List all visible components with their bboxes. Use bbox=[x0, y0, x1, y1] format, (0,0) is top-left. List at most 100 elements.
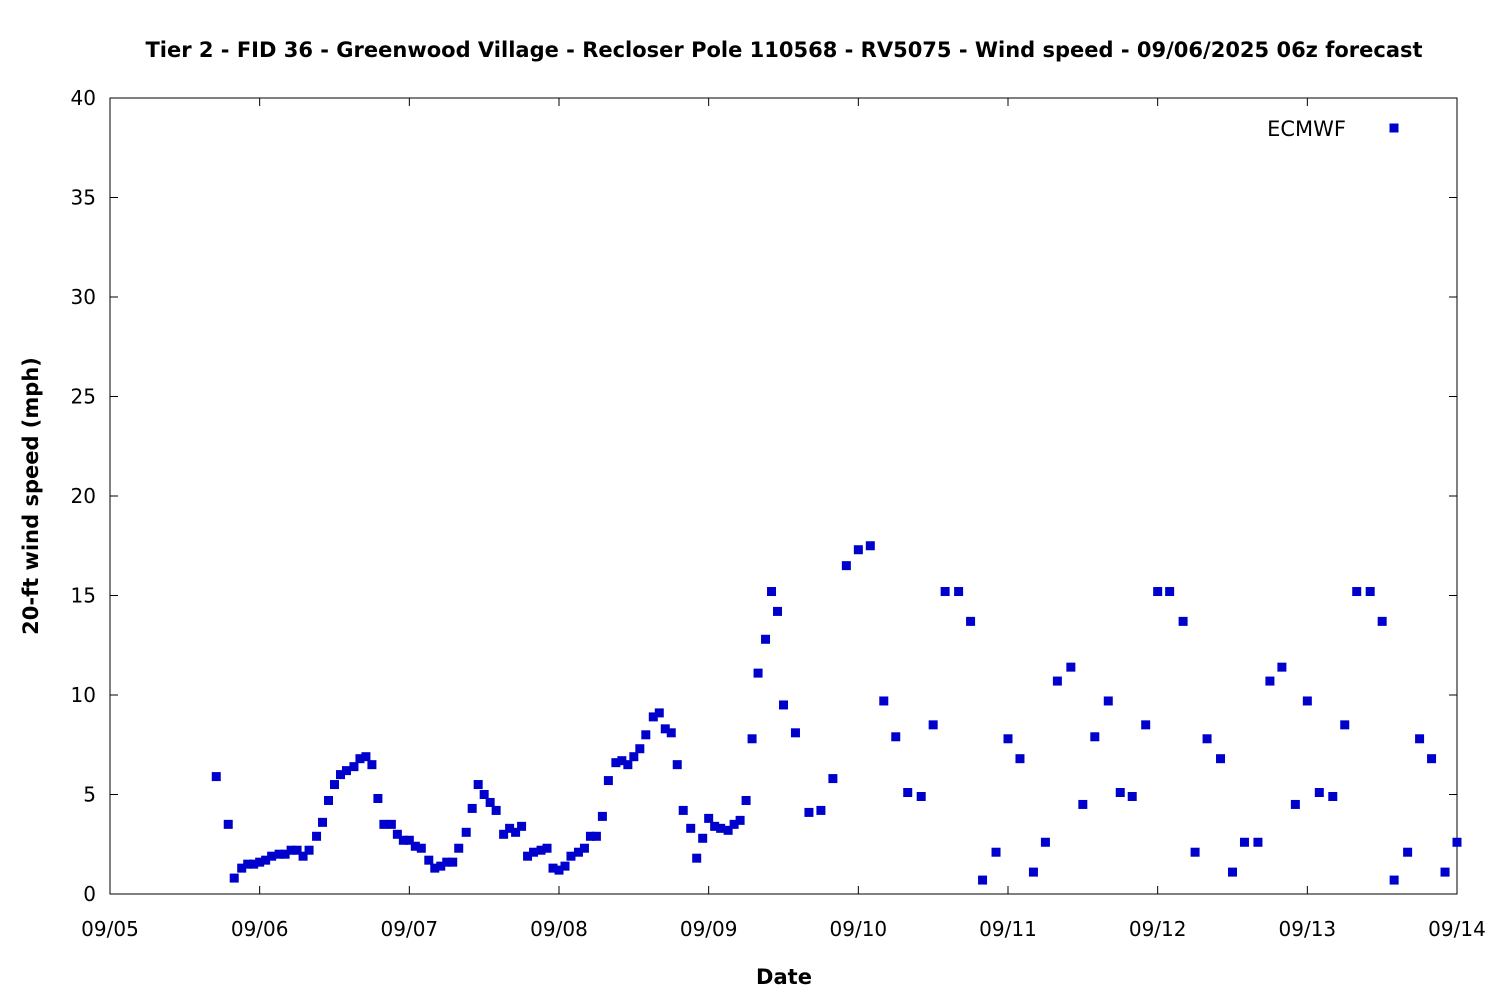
data-point bbox=[548, 863, 558, 873]
data-point bbox=[274, 849, 284, 859]
y-tick-label: 25 bbox=[71, 385, 96, 409]
data-point bbox=[1028, 867, 1038, 877]
legend: ECMWF bbox=[1267, 117, 1399, 141]
data-point bbox=[660, 724, 670, 734]
data-point bbox=[879, 696, 889, 706]
data-point bbox=[753, 668, 763, 678]
data-point bbox=[511, 827, 521, 837]
data-point bbox=[542, 843, 552, 853]
x-tick-label: 09/09 bbox=[680, 917, 738, 941]
data-point bbox=[1190, 847, 1200, 857]
series-ecmwf bbox=[211, 541, 1462, 885]
chart-title: Tier 2 - FID 36 - Greenwood Village - Re… bbox=[145, 38, 1422, 62]
data-point bbox=[716, 823, 726, 833]
data-point bbox=[767, 587, 777, 597]
x-tick-label: 09/06 bbox=[231, 917, 289, 941]
data-point bbox=[349, 762, 359, 772]
data-point bbox=[292, 845, 302, 855]
data-point bbox=[436, 861, 446, 871]
data-point bbox=[916, 791, 926, 801]
data-point bbox=[804, 807, 814, 817]
data-point bbox=[940, 587, 950, 597]
data-point bbox=[641, 730, 651, 740]
data-point bbox=[629, 752, 639, 762]
data-point bbox=[692, 853, 702, 863]
data-point bbox=[773, 606, 783, 616]
data-point bbox=[341, 766, 351, 776]
data-point bbox=[373, 793, 383, 803]
data-point bbox=[1239, 837, 1249, 847]
data-point bbox=[1415, 734, 1425, 744]
data-point bbox=[1440, 867, 1450, 877]
data-point bbox=[554, 865, 564, 875]
data-point bbox=[828, 774, 838, 784]
data-point bbox=[499, 829, 509, 839]
data-point bbox=[566, 851, 576, 861]
data-point bbox=[560, 861, 570, 871]
data-point bbox=[573, 847, 583, 857]
data-point bbox=[1066, 662, 1076, 672]
data-point bbox=[1090, 732, 1100, 742]
data-point bbox=[1103, 696, 1113, 706]
data-point bbox=[430, 863, 440, 873]
x-tick-label: 09/13 bbox=[1279, 917, 1337, 941]
data-point bbox=[617, 756, 627, 766]
data-point bbox=[485, 797, 495, 807]
data-point bbox=[1178, 616, 1188, 626]
data-point bbox=[678, 805, 688, 815]
data-point bbox=[237, 863, 247, 873]
data-point bbox=[454, 843, 464, 853]
data-point bbox=[467, 803, 477, 813]
data-point bbox=[686, 823, 696, 833]
data-point bbox=[312, 831, 322, 841]
x-tick-label: 09/10 bbox=[830, 917, 888, 941]
data-point bbox=[790, 728, 800, 738]
y-tick-label: 40 bbox=[71, 86, 96, 110]
y-tick-label: 10 bbox=[71, 683, 96, 707]
data-point bbox=[330, 780, 339, 790]
data-point bbox=[1328, 791, 1338, 801]
data-point bbox=[635, 744, 645, 754]
data-point bbox=[386, 819, 396, 829]
data-point bbox=[1216, 754, 1226, 764]
data-point bbox=[779, 700, 788, 710]
data-point bbox=[1003, 734, 1013, 744]
data-point bbox=[261, 855, 271, 865]
data-point bbox=[280, 849, 290, 859]
data-point bbox=[747, 734, 757, 744]
data-point bbox=[761, 634, 771, 644]
x-tick-label: 09/08 bbox=[530, 917, 588, 941]
plot-frame bbox=[109, 97, 1458, 895]
data-point bbox=[229, 873, 239, 883]
data-point bbox=[398, 835, 408, 845]
data-point bbox=[928, 720, 938, 730]
data-point bbox=[648, 712, 658, 722]
data-point bbox=[966, 616, 976, 626]
data-point bbox=[1403, 847, 1413, 857]
data-point bbox=[448, 857, 458, 867]
data-point bbox=[841, 561, 851, 571]
data-point bbox=[1078, 799, 1088, 809]
data-point bbox=[1141, 720, 1151, 730]
data-point bbox=[473, 780, 483, 790]
data-point bbox=[585, 831, 595, 841]
y-axis-label: 20-ft wind speed (mph) bbox=[19, 357, 43, 635]
data-point bbox=[1377, 616, 1387, 626]
data-point bbox=[1127, 791, 1137, 801]
data-point bbox=[1290, 799, 1300, 809]
data-point bbox=[1165, 587, 1175, 597]
data-point bbox=[267, 851, 277, 861]
data-point bbox=[361, 752, 371, 762]
data-point bbox=[1365, 587, 1375, 597]
y-tick-label: 15 bbox=[71, 584, 96, 608]
data-point bbox=[491, 805, 501, 815]
data-point bbox=[249, 859, 259, 869]
data-point bbox=[1052, 676, 1062, 686]
data-point bbox=[853, 545, 863, 555]
data-point bbox=[379, 819, 389, 829]
data-point bbox=[517, 821, 527, 831]
data-point bbox=[1352, 587, 1362, 597]
data-point bbox=[404, 835, 414, 845]
data-point bbox=[536, 845, 546, 855]
